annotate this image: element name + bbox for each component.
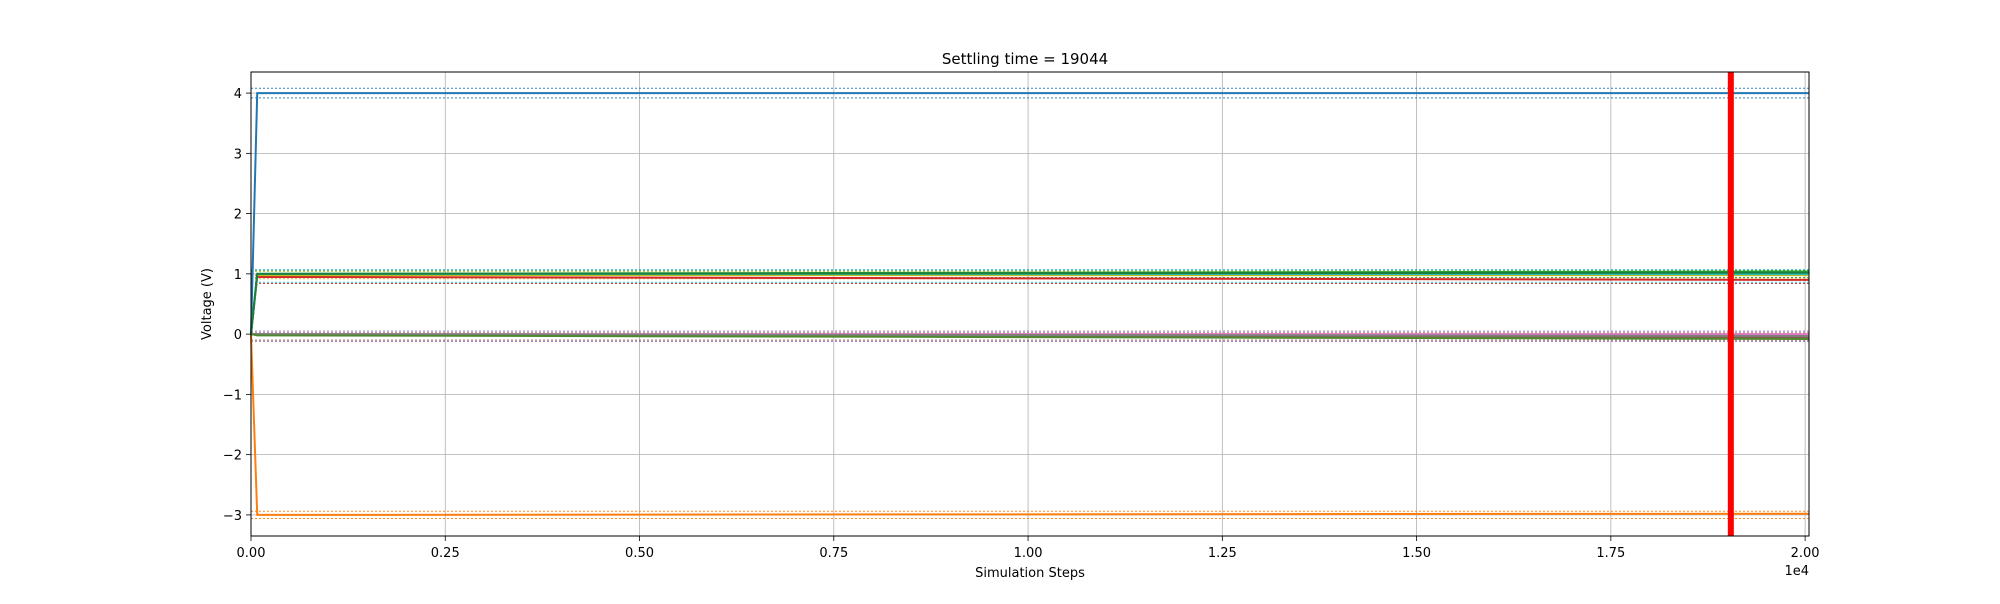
x-tick-label: 1.00 <box>1014 546 1043 561</box>
series-layer <box>250 92 1810 516</box>
grid-layer <box>250 72 1809 536</box>
chart-title: Settling time = 19044 <box>942 50 1108 68</box>
x-tick-label: 1.25 <box>1208 546 1237 561</box>
x-tick-label: 0.25 <box>431 546 460 561</box>
y-axis-label: Voltage (V) <box>200 268 215 340</box>
series-line <box>250 92 1809 335</box>
series-line <box>250 275 1810 335</box>
x-tick-label: 0.50 <box>625 546 654 561</box>
y-tick-label: 1 <box>234 268 242 283</box>
x-tick-label: 1.50 <box>1402 546 1431 561</box>
y-tick-label: 3 <box>234 147 242 162</box>
y-tick-label: −1 <box>223 388 242 403</box>
series-line <box>250 270 1810 335</box>
x-axis-label: Simulation Steps <box>975 566 1085 581</box>
y-tick-layer: −3 −2 −1 0 1 2 3 4 <box>223 87 251 524</box>
x-axis-offset-label: 1e4 <box>1784 564 1809 579</box>
y-tick-label: 0 <box>234 328 242 343</box>
series-line <box>250 271 1810 335</box>
axes-frame <box>250 71 1810 537</box>
y-tick-label: 2 <box>234 208 242 223</box>
x-tick-label: 0.00 <box>237 546 266 561</box>
x-tick-label: 1.75 <box>1596 546 1625 561</box>
tolerance-band-layer <box>251 87 1809 520</box>
series-line <box>250 333 1810 340</box>
y-tick-label: 4 <box>234 87 242 102</box>
y-tick-label: −2 <box>223 449 242 464</box>
series-line <box>250 334 1810 516</box>
x-tick-label: 0.75 <box>819 546 848 561</box>
x-tick-layer: 0.00 0.25 0.50 0.75 1.00 1.25 1.50 1.75 2.00 <box>237 536 1820 561</box>
series-line <box>250 272 1809 335</box>
y-tick-label: −3 <box>223 509 242 524</box>
x-tick-label: 2.00 <box>1791 546 1820 561</box>
